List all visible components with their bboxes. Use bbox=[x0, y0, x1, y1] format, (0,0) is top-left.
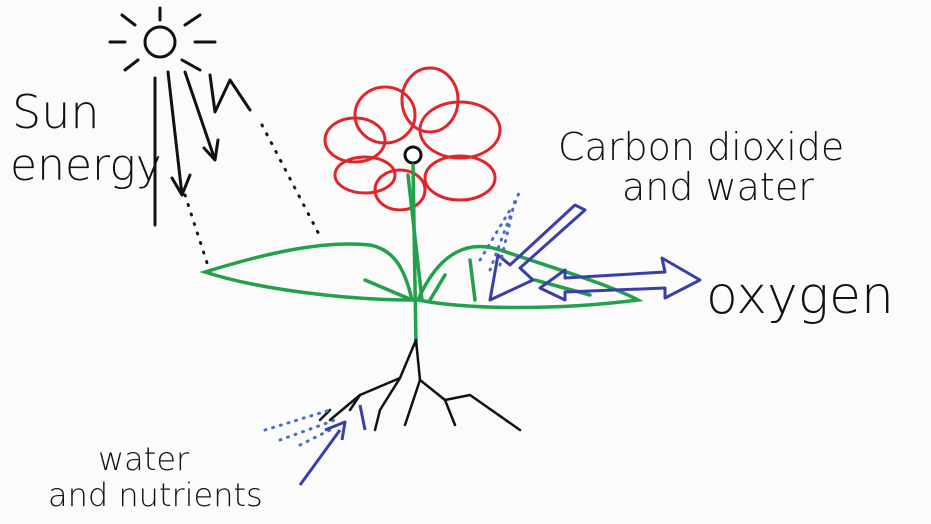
label: energy bbox=[10, 140, 162, 191]
label: water bbox=[98, 440, 190, 478]
label: Sun bbox=[12, 85, 100, 139]
label: and nutrients bbox=[48, 476, 263, 514]
diagram: Sun energy Carbon dioxide and water oxyg… bbox=[0, 0, 931, 524]
page: Sun energy Carbon dioxide and water oxyg… bbox=[0, 0, 931, 524]
label: Carbon dioxide bbox=[558, 125, 844, 169]
flower-center bbox=[405, 147, 421, 163]
label: oxygen bbox=[706, 266, 894, 326]
label: and water bbox=[622, 165, 814, 209]
